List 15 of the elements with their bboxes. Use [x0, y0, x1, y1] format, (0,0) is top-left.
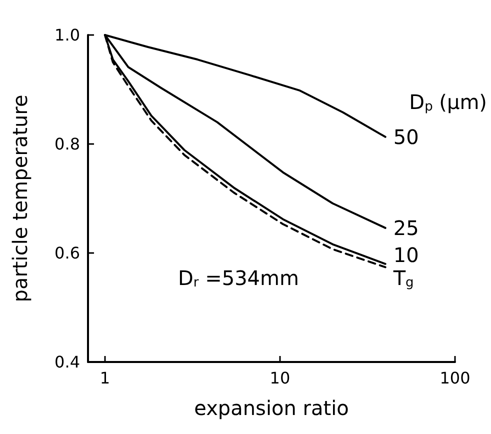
y-tick-label: 1.0	[54, 26, 80, 44]
y-tick-label: 0.4	[54, 352, 80, 372]
x-axis-title: expansion ratio	[194, 396, 349, 420]
x-tick-label: 1	[100, 368, 110, 388]
series-label: 10	[393, 242, 419, 267]
series-label: 25	[393, 216, 419, 240]
x-tick-label: 100	[440, 368, 470, 388]
y-tick-label: 0.6	[54, 244, 80, 262]
series-label: Tg	[392, 266, 414, 291]
legend-title: Dp (μm)	[409, 90, 487, 114]
annotation: Dr =534mm	[178, 266, 300, 290]
y-axis-title: particle temperature	[8, 94, 32, 302]
y-tick-label: 0.8	[54, 134, 80, 154]
series-label: 50	[393, 124, 419, 149]
x-tick-label: 10	[270, 368, 290, 388]
